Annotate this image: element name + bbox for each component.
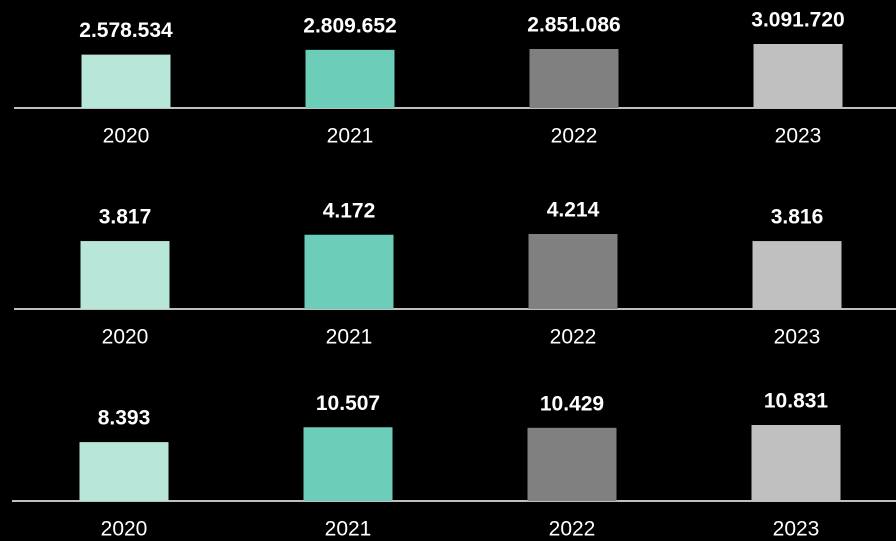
- x-tick-label: 2021: [326, 326, 373, 349]
- bar: [303, 427, 393, 501]
- value-label: 8.393: [98, 407, 151, 430]
- bar: [753, 44, 843, 108]
- x-tick-label: 2023: [774, 326, 821, 349]
- bar: [752, 241, 842, 309]
- x-tick-label: 2022: [549, 518, 596, 541]
- x-tick-label: 2023: [773, 518, 820, 541]
- value-label: 10.507: [316, 392, 380, 415]
- x-tick-label: 2021: [325, 518, 372, 541]
- value-label: 10.429: [540, 392, 604, 415]
- value-label: 3.091.720: [751, 9, 844, 32]
- bar: [529, 48, 619, 108]
- x-tick-label: 2023: [775, 125, 822, 148]
- x-tick-label: 2020: [101, 518, 148, 541]
- x-tick-label: 2020: [103, 125, 150, 148]
- value-label: 10.831: [764, 390, 829, 413]
- value-label: 2.851.086: [527, 14, 620, 37]
- bar: [751, 425, 841, 501]
- value-label: 2.578.534: [79, 19, 173, 42]
- value-label: 2.809.652: [303, 14, 396, 37]
- x-tick-label: 2020: [102, 326, 149, 349]
- bar: [305, 49, 395, 108]
- bar: [81, 54, 171, 108]
- value-label: 4.214: [547, 199, 600, 222]
- bar: [527, 427, 617, 501]
- value-label: 3.817: [99, 206, 152, 229]
- bar: [80, 241, 170, 309]
- x-tick-label: 2022: [550, 326, 597, 349]
- x-tick-label: 2021: [327, 125, 374, 148]
- bar: [304, 234, 394, 309]
- x-tick-label: 2022: [551, 125, 598, 148]
- bar: [79, 442, 169, 501]
- bar: [528, 234, 618, 309]
- value-label: 4.172: [323, 199, 376, 222]
- value-label: 3.816: [771, 206, 824, 229]
